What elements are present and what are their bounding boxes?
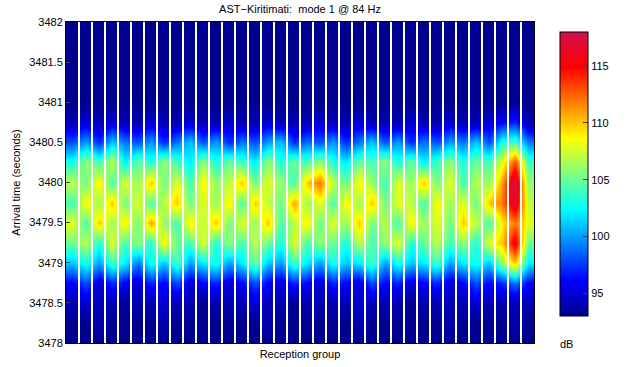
svg-text:3481: 3481 <box>38 96 62 108</box>
svg-text:Arrival time (seconds): Arrival time (seconds) <box>10 129 22 235</box>
svg-text:AST−Kiritimati: mode 1 @ 84 H: AST−Kiritimati: mode 1 @ 84 Hz <box>219 3 381 15</box>
svg-text:3480.5: 3480.5 <box>29 136 63 148</box>
svg-text:Reception group: Reception group <box>260 348 341 360</box>
svg-text:100: 100 <box>591 230 609 242</box>
svg-text:95: 95 <box>591 287 603 299</box>
svg-text:115: 115 <box>591 60 609 72</box>
svg-text:3478: 3478 <box>38 337 62 349</box>
svg-text:3480: 3480 <box>38 176 62 188</box>
svg-text:dB: dB <box>560 338 573 350</box>
svg-text:110: 110 <box>591 117 609 129</box>
svg-text:3479.5: 3479.5 <box>29 216 63 228</box>
svg-text:3479: 3479 <box>38 257 62 269</box>
svg-text:3478.5: 3478.5 <box>29 297 63 309</box>
svg-text:105: 105 <box>591 174 609 186</box>
svg-text:3481.5: 3481.5 <box>29 56 63 68</box>
svg-text:3482: 3482 <box>38 16 62 28</box>
